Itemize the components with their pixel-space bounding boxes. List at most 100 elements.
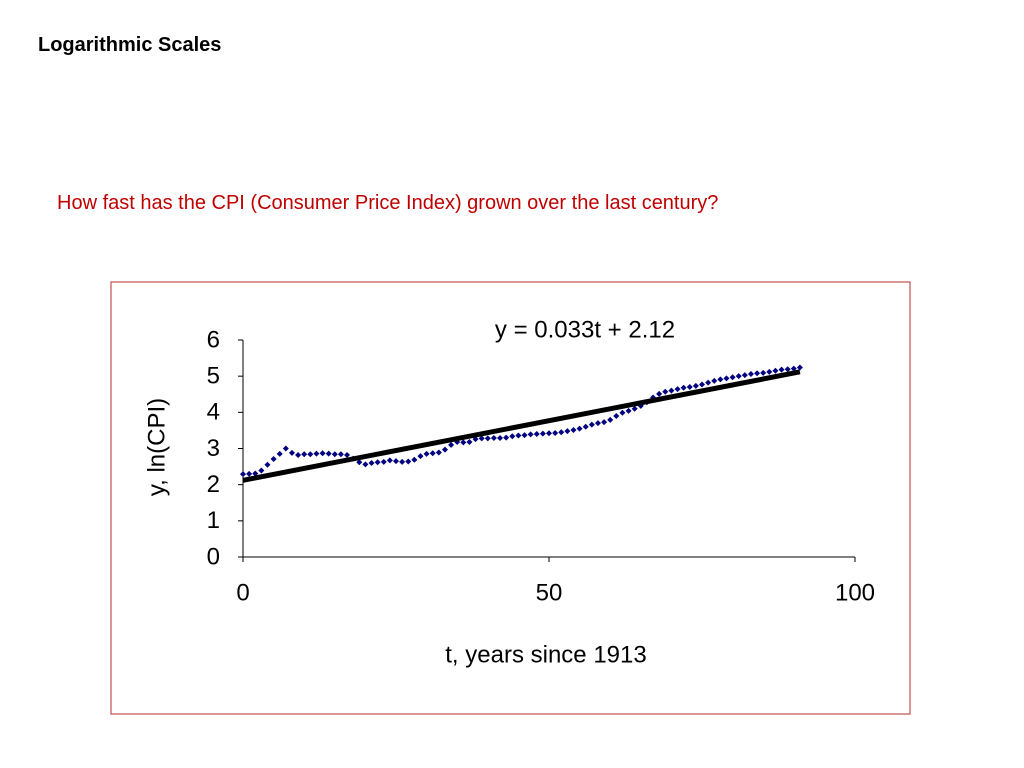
data-point <box>478 435 485 442</box>
data-point <box>533 431 540 438</box>
data-point <box>729 374 736 381</box>
data-point <box>717 376 724 383</box>
data-point <box>423 450 430 457</box>
data-point <box>662 388 669 395</box>
data-point <box>448 441 455 448</box>
data-point <box>680 384 687 391</box>
data-point <box>393 458 399 465</box>
data-point <box>380 458 387 465</box>
data-point <box>368 459 375 466</box>
chart-frame <box>110 281 911 715</box>
data-point <box>772 367 779 374</box>
data-point <box>619 409 626 416</box>
data-point <box>490 435 497 442</box>
data-point <box>313 450 320 457</box>
x-axis-label: t, years since 1913 <box>445 641 646 668</box>
y-tick-label: 0 <box>207 543 220 570</box>
data-point <box>252 470 259 477</box>
y-tick-label: 4 <box>207 399 220 426</box>
data-point <box>747 370 754 377</box>
data-point <box>417 453 424 460</box>
data-point <box>674 386 681 393</box>
data-point <box>699 381 705 388</box>
slide-question: How fast has the CPI (Consumer Price Ind… <box>57 192 719 214</box>
data-point <box>460 439 467 446</box>
data-point <box>741 372 748 379</box>
data-point <box>344 452 351 459</box>
data-point <box>399 458 406 465</box>
data-point <box>754 370 761 377</box>
data-point <box>264 461 271 468</box>
data-point <box>601 419 608 426</box>
data-point <box>288 449 295 456</box>
data-point <box>558 429 565 436</box>
data-point <box>668 387 675 394</box>
data-point <box>337 451 344 458</box>
trend-line <box>242 369 801 483</box>
data-point <box>240 471 246 478</box>
data-point <box>484 435 491 442</box>
data-point <box>760 369 767 376</box>
data-point <box>319 450 326 457</box>
y-tick-label: 1 <box>207 507 220 534</box>
data-point <box>441 446 448 453</box>
data-point <box>405 458 412 465</box>
data-point <box>594 420 601 427</box>
data-point <box>784 366 791 373</box>
data-point <box>295 452 302 459</box>
data-point <box>527 431 534 438</box>
y-tick-label: 2 <box>207 471 220 498</box>
data-point <box>790 365 797 372</box>
data-point <box>656 390 663 397</box>
data-point <box>466 438 473 445</box>
data-point <box>374 459 381 466</box>
data-point <box>607 416 614 423</box>
data-point <box>497 435 504 442</box>
data-point <box>723 375 730 382</box>
data-point <box>705 379 712 386</box>
data-point <box>552 429 559 436</box>
data-point <box>362 461 369 468</box>
x-tick-label: 100 <box>835 579 875 606</box>
data-point <box>625 407 632 414</box>
x-tick-label: 0 <box>236 579 249 606</box>
data-point <box>796 364 803 371</box>
data-point <box>735 373 742 380</box>
data-point <box>331 451 338 458</box>
data-point <box>778 366 785 373</box>
data-point <box>546 430 552 437</box>
data-point <box>570 427 577 434</box>
data-point <box>509 433 516 440</box>
data-point <box>258 467 265 474</box>
data-point <box>435 449 442 456</box>
data-point <box>766 368 773 375</box>
slide-title: Logarithmic Scales <box>38 34 222 56</box>
data-point <box>711 377 718 384</box>
data-point <box>356 459 363 466</box>
data-point <box>686 384 693 391</box>
data-point <box>429 450 436 457</box>
data-point <box>521 432 528 439</box>
x-tick-label: 50 <box>536 579 563 606</box>
equation: y = 0.033t + 2.12 <box>495 316 675 343</box>
data-point <box>582 423 589 430</box>
data-point <box>307 451 314 458</box>
data-point <box>503 434 510 441</box>
data-point <box>325 450 332 457</box>
data-point <box>539 430 546 437</box>
data-point <box>564 428 571 435</box>
data-point <box>246 470 253 477</box>
data-point <box>588 421 595 428</box>
y-tick-label: 5 <box>207 363 220 390</box>
data-point <box>270 455 277 462</box>
data-point <box>692 382 699 389</box>
data-point <box>276 450 283 457</box>
data-point <box>631 405 638 412</box>
data-point <box>411 456 418 463</box>
y-tick-label: 3 <box>207 435 220 462</box>
y-axis-label: y, ln(CPI) <box>143 398 170 496</box>
data-point <box>576 425 583 432</box>
data-point <box>515 432 522 439</box>
